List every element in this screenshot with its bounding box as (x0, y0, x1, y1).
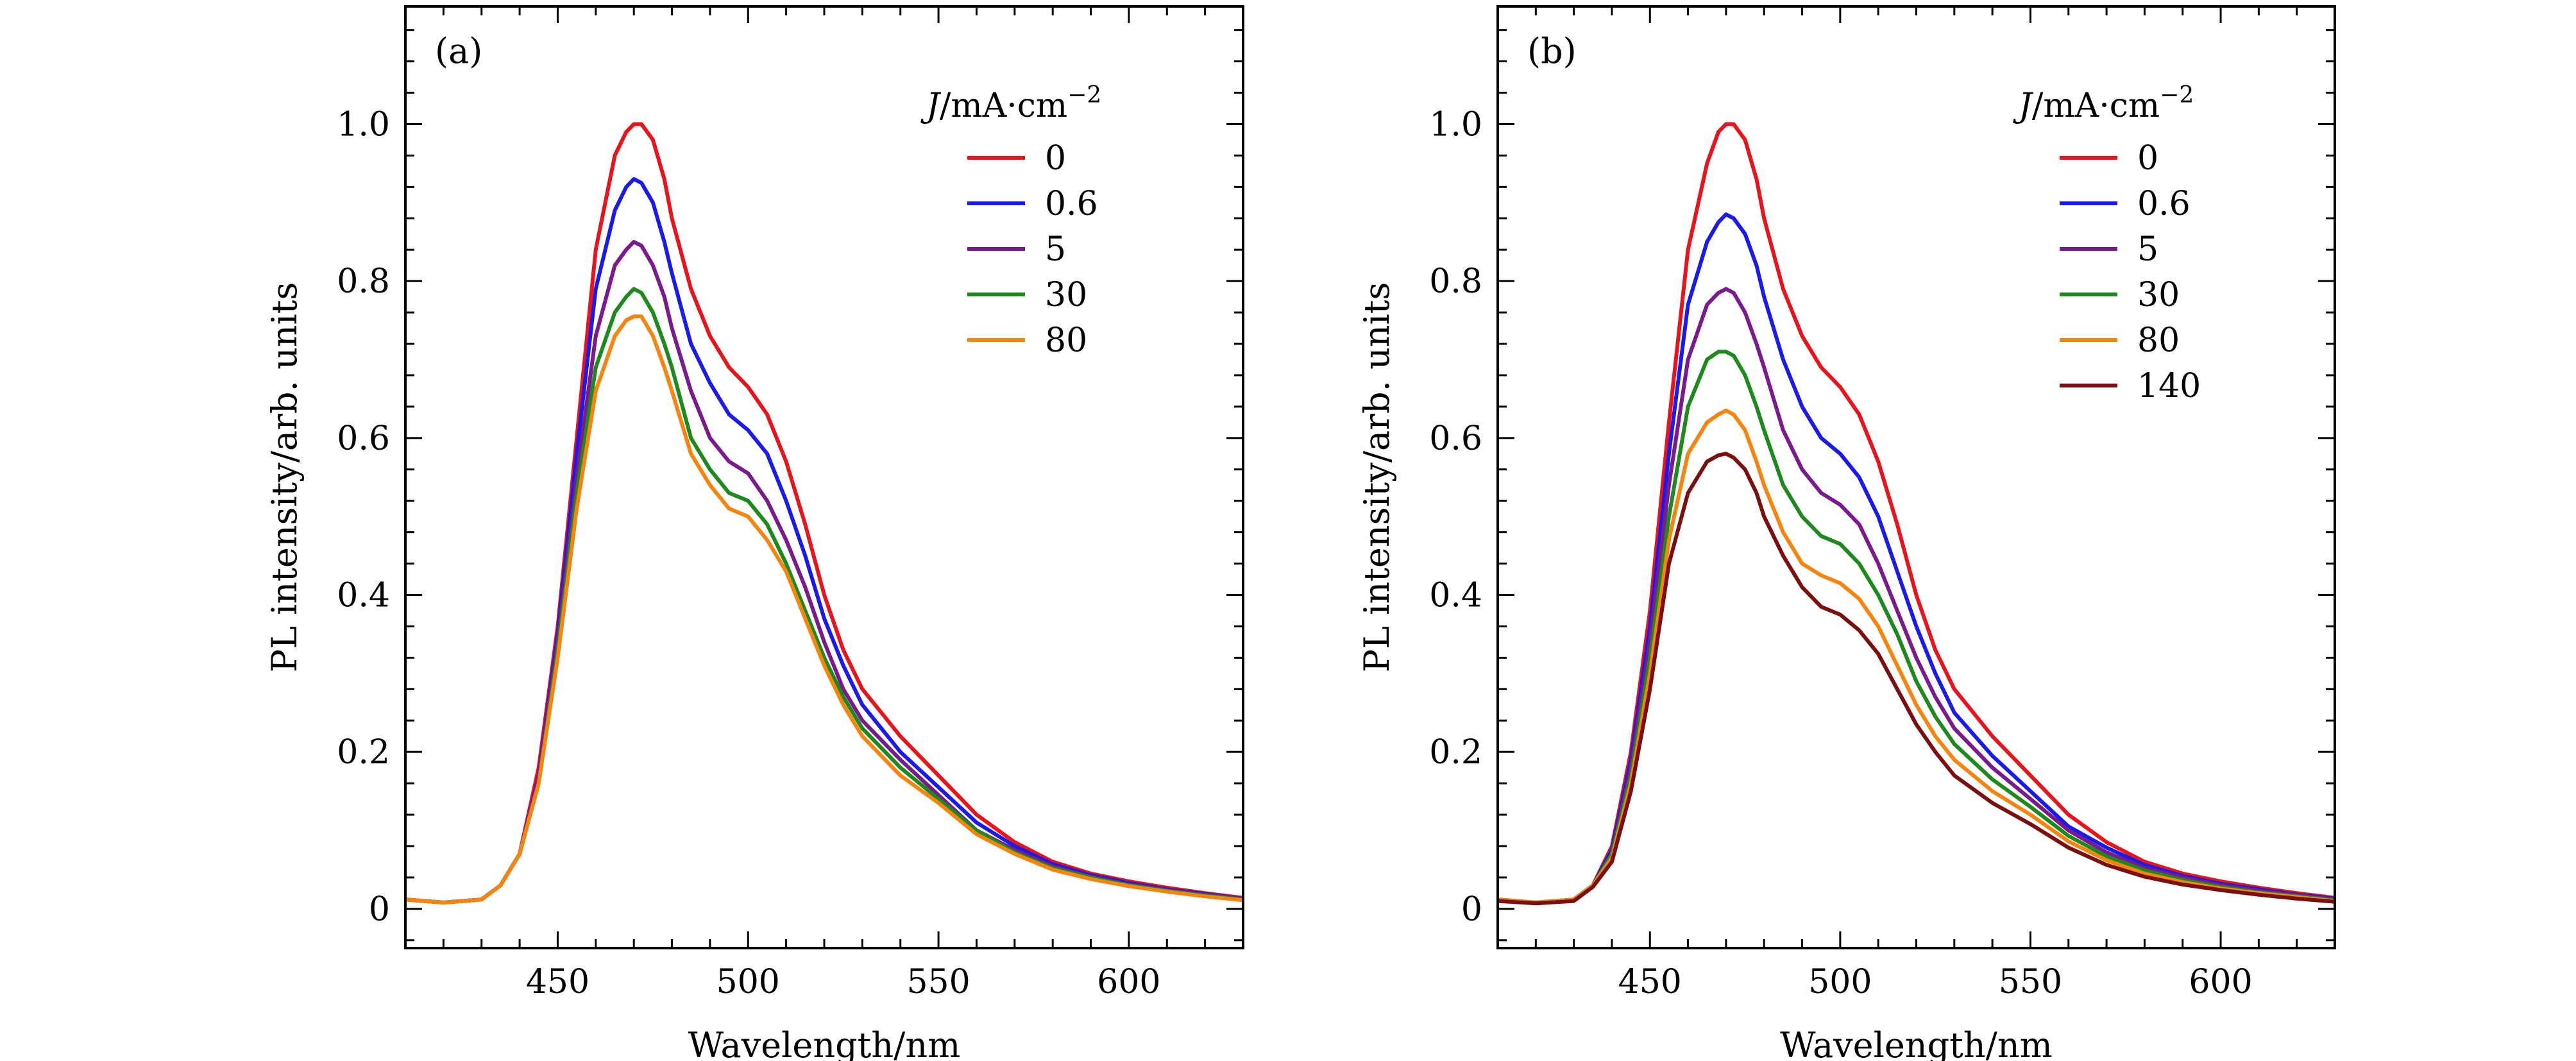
y-tick-label: 0.8 (1429, 262, 1482, 301)
y-tick-label: 0.4 (1429, 577, 1482, 615)
y-tick-label: 0 (1461, 890, 1482, 929)
x-tick-label: 550 (906, 963, 970, 1001)
x-tick-label: 500 (1808, 963, 1872, 1001)
x-tick-label: 550 (1999, 963, 2062, 1001)
legend-label: 5 (2137, 230, 2158, 269)
legend-label: 140 (2137, 367, 2201, 405)
chart-panel-2: 450 500 550 600 0 0.2 0.4 0.6 0.8 1.0 Wavelength/n… (1357, 5, 2336, 1061)
x-tick-label: 450 (526, 963, 589, 1001)
legend-label: 0 (1045, 139, 1066, 178)
y-tick-label: 0.2 (1429, 733, 1482, 772)
legend-label: 0.6 (2137, 185, 2190, 223)
y-tick-label: 0.8 (337, 262, 390, 301)
series-line-0 (405, 122, 1244, 904)
y-tick-label: 0 (369, 890, 390, 929)
y-tick-label: 0.6 (1429, 420, 1482, 458)
series-line-80 (1497, 409, 2335, 904)
series-line-30 (1497, 350, 2335, 904)
y-tick-label: 0.4 (337, 577, 390, 615)
panel-label: (a) (435, 31, 482, 71)
legend-label: 0 (2137, 139, 2158, 178)
panel-label: (b) (1527, 31, 1577, 71)
y-tick-label: 1.0 (1429, 106, 1482, 144)
legend: J/mA·cm−2 0 0.6 5 30 80 140 (2013, 82, 2201, 405)
legend-label: 0.6 (1045, 185, 1098, 223)
y-tick-label: 1.0 (337, 106, 390, 144)
y-tick-label: 0.6 (337, 420, 390, 458)
legend-label: 30 (2137, 276, 2180, 314)
x-tick-label: 500 (716, 963, 780, 1001)
x-tick-label: 600 (2189, 963, 2252, 1001)
x-tick-label: 450 (1618, 963, 1682, 1001)
series-line-5 (405, 240, 1244, 904)
y-axis-title: PL intensity/arb. units (1357, 282, 1397, 672)
series-line-140 (1497, 452, 2335, 906)
x-axis-title: Wavelength/nm (688, 1025, 961, 1061)
chart-panel-1: 450 500 550 600 0 0.2 0.4 0.6 0.8 1.0 Wavelength/n… (264, 5, 1244, 1061)
series-line-0.6 (1497, 212, 2335, 904)
series-line-80 (405, 314, 1244, 904)
x-tick-label: 600 (1097, 963, 1160, 1001)
series-line-0 (1497, 122, 2335, 904)
y-axis-title: PL intensity/arb. units (264, 282, 305, 672)
legend-label: 5 (1045, 230, 1066, 269)
legend: J/mA·cm−2 0 0.6 5 30 80 (920, 82, 1101, 360)
legend-label: 80 (2137, 321, 2180, 360)
series-line-5 (1497, 287, 2335, 904)
y-tick-label: 0.2 (337, 733, 390, 772)
legend-label: 30 (1045, 276, 1087, 314)
legend-title: J/mA·cm−2 (920, 82, 1101, 125)
x-axis-title: Wavelength/nm (1780, 1025, 2053, 1061)
legend-label: 80 (1045, 321, 1087, 360)
legend-title: J/mA·cm−2 (2013, 82, 2194, 125)
